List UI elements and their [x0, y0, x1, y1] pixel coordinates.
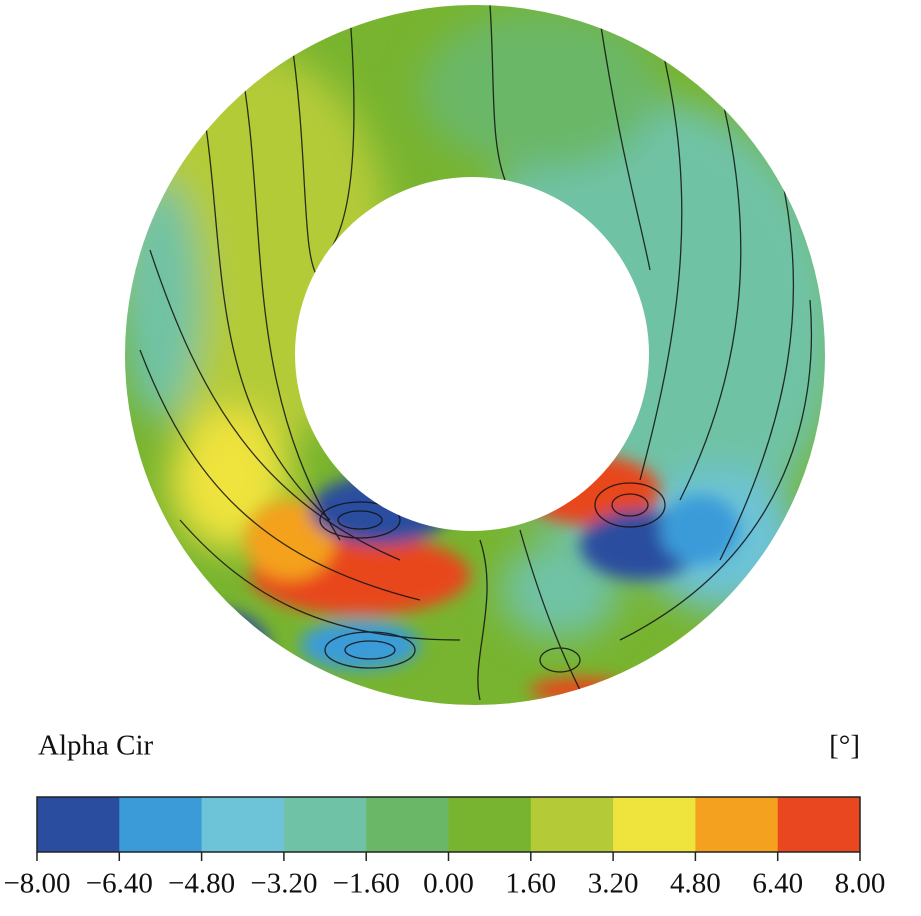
tick-label: −1.60 [333, 868, 400, 900]
colorbar-bin [366, 797, 449, 852]
colorbar-bin [448, 797, 532, 852]
colorbar-bin [201, 797, 285, 852]
tick-label: −8.00 [3, 868, 70, 900]
tick-label: 4.80 [670, 868, 721, 900]
colorbar: −8.00 −6.40 −4.80 −3.20 −1.60 0.00 1.60 3.20 4.8… [3, 796, 886, 900]
tick-label: 1.60 [505, 868, 556, 900]
tick-label: −3.20 [250, 868, 317, 900]
colorbar-bin [283, 797, 367, 852]
colorbar-bin [695, 797, 779, 852]
colorbar-bin [777, 797, 861, 852]
colorbar-bin [37, 797, 120, 852]
tick-label: 3.20 [588, 868, 639, 900]
unit-label: [°] [829, 730, 860, 762]
tick-label: −6.40 [86, 868, 153, 900]
colorbar-title: Alpha Cir [38, 730, 154, 762]
tick-label: 8.00 [835, 868, 886, 900]
tick-label: −4.80 [168, 868, 235, 900]
tick-label: 0.00 [423, 868, 474, 900]
colorbar-bin [613, 797, 696, 852]
contour-field [100, 0, 850, 720]
colorbar-bin [119, 797, 203, 852]
tick-label: 6.40 [752, 868, 803, 900]
colorbar-bin [530, 797, 614, 852]
